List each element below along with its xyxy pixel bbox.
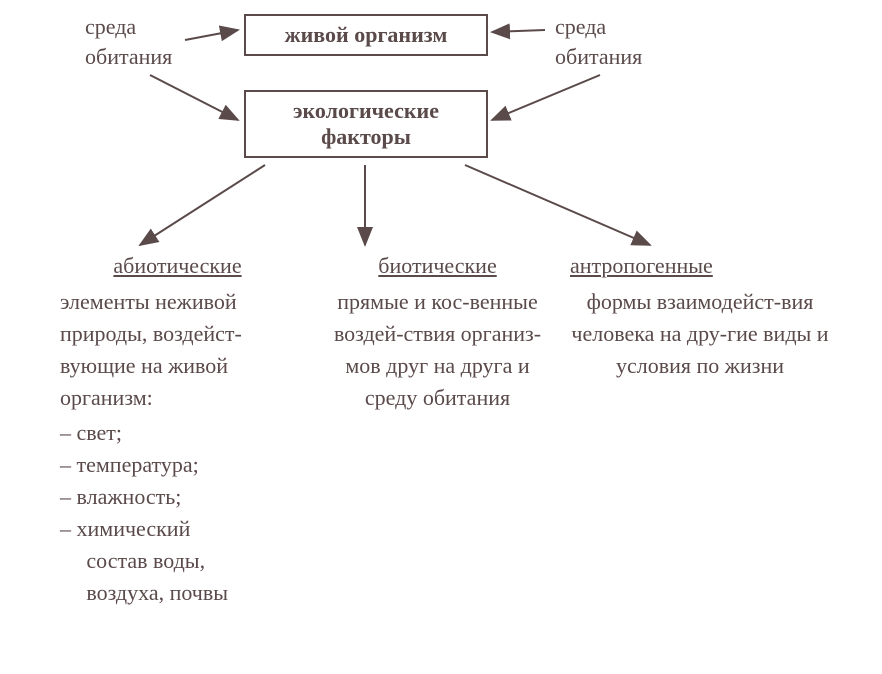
label-habitat-left: средаобитания — [85, 12, 172, 71]
col-anthro-desc: формы взаимодейст-вия человека на дру-ги… — [570, 286, 830, 382]
col-biotic: биотические прямые и кос-венные воздей-с… — [320, 250, 555, 413]
col-abiotic-title: абиотические — [60, 250, 295, 282]
list-item: влажность; — [60, 481, 295, 513]
arrow — [140, 165, 265, 245]
arrow — [185, 30, 238, 40]
col-abiotic-desc: элементы неживой природы, воздейст-вующи… — [60, 286, 295, 414]
node-eco-factors: экологическиефакторы — [244, 90, 488, 158]
arrow — [465, 165, 650, 245]
col-anthro-title: антропогенные — [570, 250, 830, 282]
col-abiotic: абиотические элементы неживой природы, в… — [60, 250, 295, 609]
label-habitat-right: средаобитания — [555, 12, 642, 71]
arrow — [492, 75, 600, 120]
col-abiotic-list: свет; температура; влажность; химический… — [60, 417, 295, 608]
list-item: свет; — [60, 417, 295, 449]
list-item: температура; — [60, 449, 295, 481]
list-item: химическийсостав воды,воздуха, почвы — [60, 513, 295, 609]
col-biotic-desc: прямые и кос-венные воздей-ствия организ… — [320, 286, 555, 414]
node-organism: живой организм — [244, 14, 488, 56]
col-biotic-title: биотические — [320, 250, 555, 282]
arrow — [150, 75, 238, 120]
arrow — [492, 30, 545, 32]
node-organism-text: живой организм — [285, 22, 448, 47]
col-anthro: антропогенные формы взаимодейст-вия чело… — [570, 250, 830, 382]
node-eco-factors-text: экологическиефакторы — [293, 98, 439, 149]
